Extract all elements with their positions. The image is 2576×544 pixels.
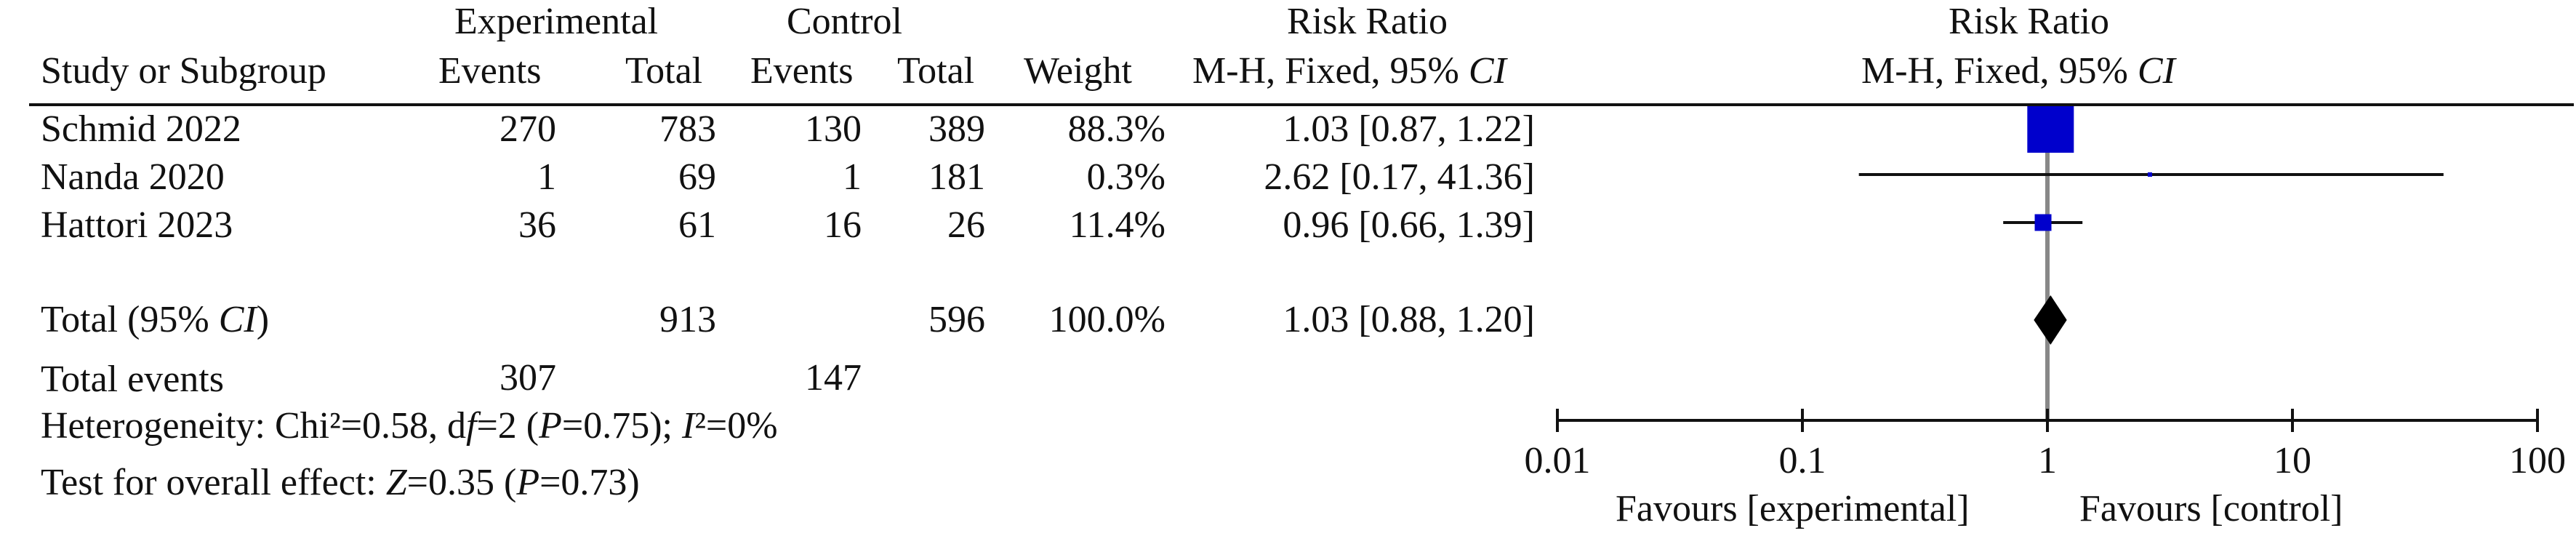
weight: 11.4% (1069, 204, 1165, 246)
x-axis-tick-label: 10 (2274, 440, 2311, 481)
exp-events: 1 (537, 156, 556, 198)
heterogeneity-line: Heterogeneity: Chi²=0.58, df=2 (P=0.75);… (41, 405, 778, 447)
method-header: M-H, Fixed, 95% CI (1192, 50, 1506, 92)
overall-effect-line: Test for overall effect: Z=0.35 (P=0.73) (41, 462, 640, 503)
exp-total: 69 (678, 156, 716, 198)
study-column-header: Study or Subgroup (41, 50, 326, 92)
weight: 0.3% (1086, 156, 1165, 198)
study-name: Hattori 2023 (41, 204, 233, 246)
total-exp-total: 913 (659, 299, 716, 340)
study-weight-square (2034, 214, 2052, 231)
ctl-events: 16 (824, 204, 862, 246)
plot-method-header: M-H, Fixed, 95% CI (1861, 50, 2175, 92)
study-name: Schmid 2022 (41, 108, 241, 150)
ctl-total-header: Total (897, 50, 975, 92)
total-events-label: Total events (41, 359, 224, 400)
header-rule (29, 103, 2574, 106)
risk-ratio-ci: 0.96 [0.66, 1.39] (1283, 204, 1535, 246)
exp-events-header: Events (438, 50, 542, 92)
ctl-total: 389 (928, 108, 985, 150)
risk-ratio-ci: 1.03 [0.87, 1.22] (1283, 108, 1535, 150)
exp-total: 783 (659, 108, 716, 150)
exp-total: 61 (678, 204, 716, 246)
plot-risk-ratio-header: Risk Ratio (1949, 1, 2110, 42)
total-label: Total (95% CI) (41, 299, 270, 340)
study-weight-square (2027, 106, 2074, 153)
control-group-header: Control (787, 1, 902, 42)
weight: 88.3% (1067, 108, 1165, 150)
ctl-total: 181 (928, 156, 985, 198)
total-events-exp: 307 (499, 357, 556, 399)
risk-ratio-ci: 2.62 [0.17, 41.36] (1264, 156, 1535, 198)
pooled-diamond (2034, 295, 2067, 345)
study-weight-square (2147, 172, 2152, 177)
total-events-ctl: 147 (805, 357, 862, 399)
total-risk-ratio-ci: 1.03 [0.88, 1.20] (1283, 299, 1535, 340)
x-axis-tick-label: 1 (2038, 440, 2057, 481)
total-ctl-total: 596 (928, 299, 985, 340)
exp-events: 36 (518, 204, 556, 246)
ctl-total: 26 (947, 204, 985, 246)
ctl-events-header: Events (750, 50, 854, 92)
favours-experimental-label: Favours [experimental] (1616, 488, 1970, 529)
study-name: Nanda 2020 (41, 156, 225, 198)
exp-events: 270 (499, 108, 556, 150)
risk-ratio-header: Risk Ratio (1287, 1, 1448, 42)
x-axis-tick-label: 0.1 (1779, 440, 1826, 481)
ctl-events: 1 (843, 156, 862, 198)
total-weight: 100.0% (1048, 299, 1165, 340)
ctl-events: 130 (805, 108, 862, 150)
x-axis-tick-label: 100 (2509, 440, 2566, 481)
x-axis-tick-label: 0.01 (1525, 440, 1591, 481)
experimental-group-header: Experimental (454, 1, 659, 42)
exp-total-header: Total (625, 50, 703, 92)
favours-control-label: Favours [control] (2079, 488, 2343, 529)
weight-header: Weight (1024, 50, 1132, 92)
